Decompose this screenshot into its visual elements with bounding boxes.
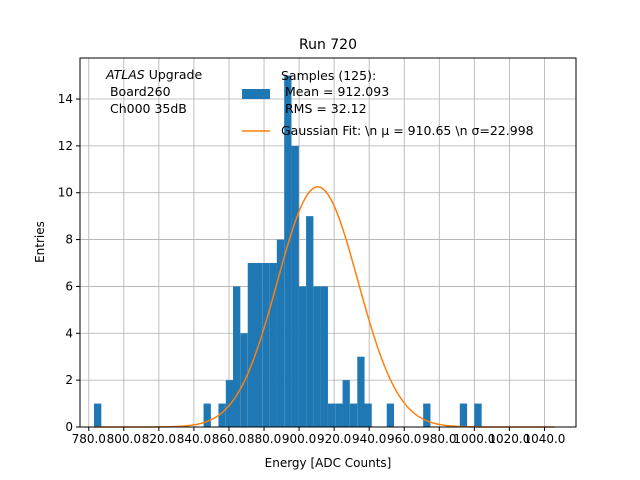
plot-frame xyxy=(79,57,577,428)
x-tick-label: 780.0 xyxy=(72,432,106,446)
x-tick-label: 840.0 xyxy=(177,432,211,446)
legend-histogram-swatch xyxy=(242,89,270,99)
y-tick-label: 4 xyxy=(65,326,73,340)
histogram-bar xyxy=(291,145,299,427)
x-tick-label: 900.0 xyxy=(282,432,316,446)
histogram-bar xyxy=(225,380,234,427)
histogram-bar xyxy=(349,403,358,427)
x-tick-label: 1000.0 xyxy=(453,432,495,446)
annotation-block: ATLAS Upgrade Board260 Ch000 35dB xyxy=(105,67,202,116)
legend-mean-label: Mean = 912.093 xyxy=(281,84,389,99)
histogram-bar xyxy=(423,403,431,427)
x-tick-label: 980.0 xyxy=(422,432,456,446)
histogram-bar xyxy=(233,286,241,427)
histogram-bar xyxy=(335,403,343,427)
histogram-bar xyxy=(284,75,292,428)
y-tick-label: 2 xyxy=(65,373,73,387)
legend: Samples (125): Mean = 912.093 RMS = 32.1… xyxy=(242,68,534,138)
y-axis-ticks: 0 2 4 6 8 10 12 14 xyxy=(58,92,80,434)
histogram-bar xyxy=(313,286,321,427)
x-axis-ticks: 780.0 800.0 820.0 840.0 860.0 880.0 900.0 920.0… xyxy=(72,427,565,446)
histogram-bar xyxy=(328,403,336,427)
x-axis-label: Energy [ADC Counts] xyxy=(265,456,392,470)
histogram-bar xyxy=(276,239,285,427)
x-tick-label: 880.0 xyxy=(247,432,281,446)
legend-samples-label: Samples (125): xyxy=(281,68,376,83)
x-tick-label: 940.0 xyxy=(352,432,386,446)
channel-label: Ch000 35dB xyxy=(106,101,187,116)
y-tick-label: 6 xyxy=(65,279,73,293)
histogram-bar xyxy=(94,403,102,427)
x-tick-label: 820.0 xyxy=(142,432,176,446)
histogram-bar xyxy=(203,403,211,427)
chart-title: Run 720 xyxy=(299,37,357,53)
x-tick-label: 860.0 xyxy=(212,432,246,446)
histogram-bar xyxy=(364,403,372,427)
atlas-label: ATLAS xyxy=(105,67,145,82)
histogram-bar xyxy=(474,403,482,427)
y-tick-label: 8 xyxy=(65,233,73,247)
histogram-bar xyxy=(247,263,256,427)
histogram-bar xyxy=(342,380,350,427)
legend-rms-label: RMS = 32.12 xyxy=(281,101,367,116)
x-tick-label: 1020.0 xyxy=(488,432,530,446)
legend-fit-label: Gaussian Fit: \n μ = 910.65 \n σ=22.998 xyxy=(281,123,534,138)
x-tick-label: 960.0 xyxy=(387,432,421,446)
y-axis-label: Entries xyxy=(33,221,47,263)
y-tick-label: 14 xyxy=(58,92,73,106)
annotation-line-1: ATLAS Upgrade xyxy=(105,67,202,82)
histogram-bar xyxy=(386,403,395,427)
upgrade-label: Upgrade xyxy=(145,67,203,82)
histogram-bar xyxy=(269,263,277,427)
y-tick-label: 12 xyxy=(58,139,73,153)
histogram-bar xyxy=(320,286,328,427)
board-label: Board260 xyxy=(106,84,171,99)
histogram-bar xyxy=(357,356,365,427)
x-tick-label: 920.0 xyxy=(317,432,351,446)
histogram-bar xyxy=(306,216,314,427)
histogram-bar xyxy=(262,263,270,427)
y-tick-label: 0 xyxy=(65,420,73,434)
x-tick-label: 1040.0 xyxy=(523,432,565,446)
histogram-bar xyxy=(240,333,248,427)
histogram-bar xyxy=(459,403,468,427)
histogram-bar xyxy=(218,403,226,427)
y-tick-label: 10 xyxy=(58,186,73,200)
histogram-bar xyxy=(298,286,307,427)
x-tick-label: 800.0 xyxy=(107,432,141,446)
